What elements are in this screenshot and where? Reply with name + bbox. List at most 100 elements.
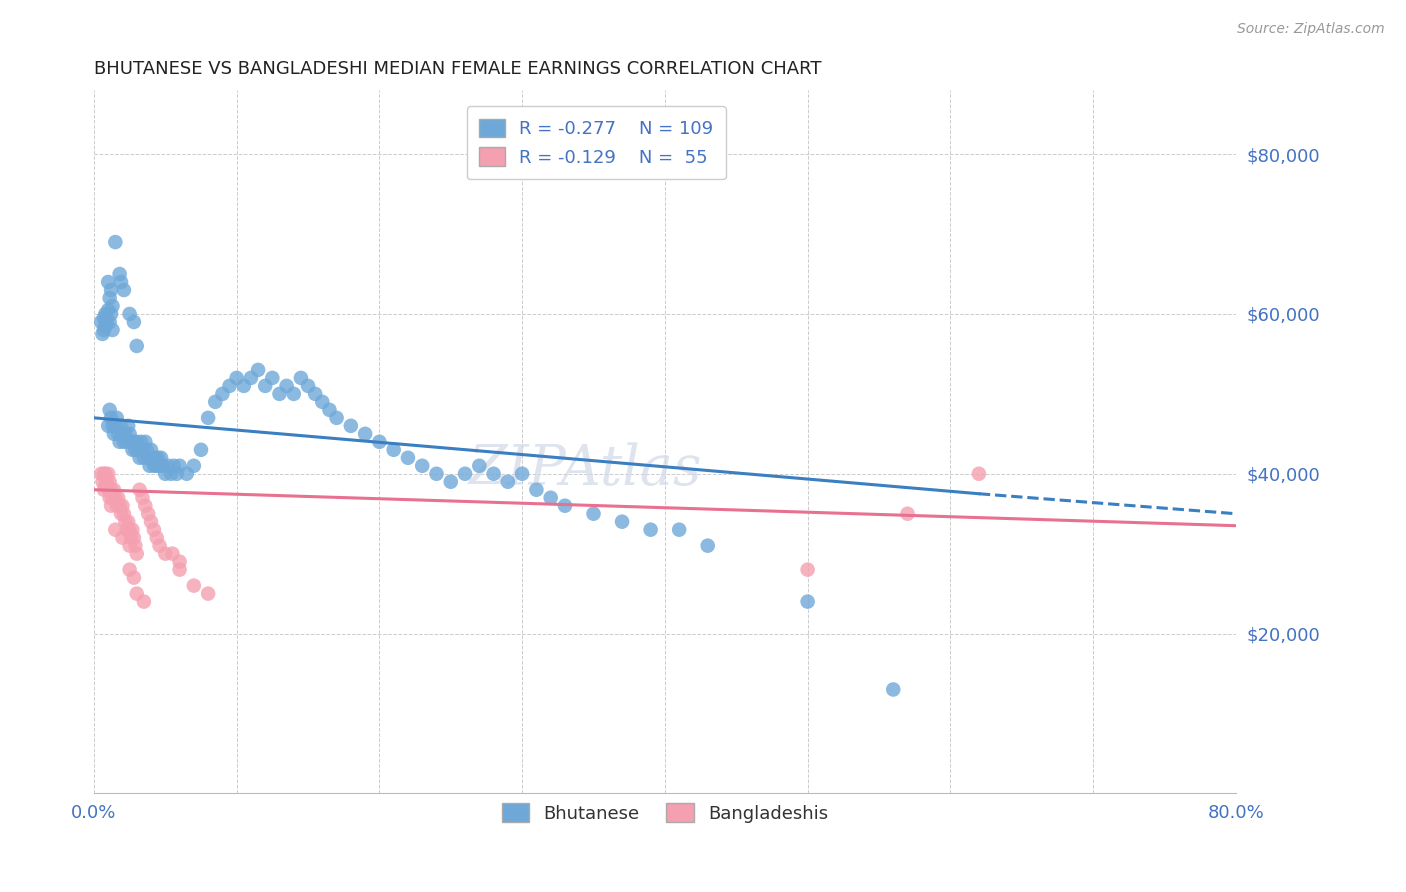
Point — [110, 418, 132, 433]
Point — [118, 307, 141, 321]
Point — [540, 491, 562, 505]
Point — [155, 547, 177, 561]
Point — [117, 418, 139, 433]
Point — [125, 339, 148, 353]
Point — [510, 467, 533, 481]
Point — [107, 491, 129, 505]
Point — [108, 267, 131, 281]
Point — [117, 515, 139, 529]
Point — [97, 418, 120, 433]
Point — [101, 418, 124, 433]
Point — [110, 275, 132, 289]
Point — [97, 303, 120, 318]
Point — [454, 467, 477, 481]
Point — [311, 395, 333, 409]
Point — [105, 499, 128, 513]
Point — [136, 450, 159, 465]
Point — [97, 483, 120, 497]
Point — [382, 442, 405, 457]
Point — [297, 379, 319, 393]
Point — [108, 434, 131, 449]
Point — [103, 483, 125, 497]
Point — [554, 499, 576, 513]
Point — [142, 523, 165, 537]
Point — [325, 410, 347, 425]
Point — [124, 442, 146, 457]
Point — [112, 434, 135, 449]
Point — [163, 458, 186, 473]
Point — [141, 450, 163, 465]
Point — [118, 563, 141, 577]
Point — [396, 450, 419, 465]
Point — [98, 491, 121, 505]
Point — [882, 682, 904, 697]
Point — [118, 523, 141, 537]
Point — [526, 483, 548, 497]
Point — [115, 434, 138, 449]
Point — [122, 434, 145, 449]
Point — [112, 507, 135, 521]
Point — [440, 475, 463, 489]
Point — [104, 491, 127, 505]
Point — [115, 523, 138, 537]
Point — [160, 467, 183, 481]
Point — [100, 410, 122, 425]
Point — [582, 507, 605, 521]
Point — [98, 291, 121, 305]
Point — [468, 458, 491, 473]
Point — [121, 523, 143, 537]
Point — [197, 586, 219, 600]
Point — [134, 434, 156, 449]
Point — [94, 318, 117, 333]
Point — [232, 379, 254, 393]
Point — [225, 371, 247, 385]
Point — [204, 395, 226, 409]
Point — [96, 475, 118, 489]
Point — [190, 442, 212, 457]
Point — [176, 467, 198, 481]
Point — [90, 315, 112, 329]
Point — [340, 418, 363, 433]
Point — [149, 458, 172, 473]
Point — [132, 450, 155, 465]
Point — [103, 426, 125, 441]
Point — [254, 379, 277, 393]
Point — [368, 434, 391, 449]
Point — [128, 450, 150, 465]
Point — [896, 507, 918, 521]
Point — [129, 434, 152, 449]
Legend: Bhutanese, Bangladeshis: Bhutanese, Bangladeshis — [491, 792, 839, 833]
Point — [107, 426, 129, 441]
Text: ZIPAtlas: ZIPAtlas — [468, 442, 702, 498]
Point — [135, 442, 157, 457]
Point — [425, 467, 447, 481]
Point — [104, 418, 127, 433]
Point — [166, 467, 188, 481]
Point — [121, 442, 143, 457]
Point — [304, 387, 326, 401]
Point — [104, 235, 127, 249]
Point — [152, 458, 174, 473]
Point — [146, 450, 169, 465]
Point — [139, 442, 162, 457]
Point — [111, 499, 134, 513]
Point — [100, 499, 122, 513]
Point — [239, 371, 262, 385]
Point — [114, 426, 136, 441]
Point — [93, 310, 115, 325]
Point — [262, 371, 284, 385]
Point — [411, 458, 433, 473]
Point — [354, 426, 377, 441]
Point — [101, 299, 124, 313]
Point — [122, 315, 145, 329]
Point — [112, 283, 135, 297]
Point — [157, 458, 180, 473]
Point — [90, 467, 112, 481]
Text: BHUTANESE VS BANGLADESHI MEDIAN FEMALE EARNINGS CORRELATION CHART: BHUTANESE VS BANGLADESHI MEDIAN FEMALE E… — [94, 60, 821, 78]
Point — [94, 479, 117, 493]
Point — [155, 467, 177, 481]
Point — [105, 410, 128, 425]
Point — [110, 507, 132, 521]
Text: Source: ZipAtlas.com: Source: ZipAtlas.com — [1237, 22, 1385, 37]
Point — [100, 307, 122, 321]
